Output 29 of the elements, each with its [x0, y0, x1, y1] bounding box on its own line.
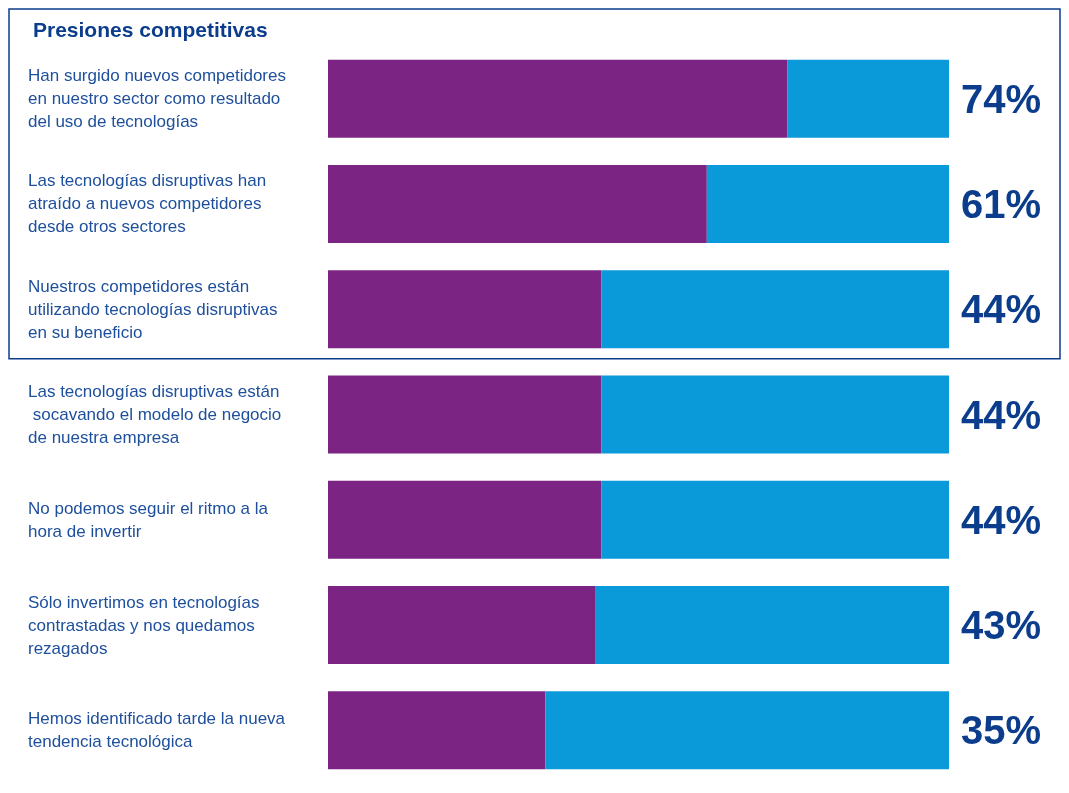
data-label: 74% [961, 76, 1042, 121]
bar [706, 164, 949, 243]
y-tick-label: Las tecnologías disruptivas han atraído a nuevos competidores desde otros sectores [28, 171, 271, 237]
bar [328, 270, 602, 349]
data-label: 44% [961, 497, 1042, 542]
y-tick-label: Hemos identificado tarde la nueva tendencia tecnológica [28, 709, 290, 752]
bar [601, 480, 949, 559]
y-tick-label: Sólo invertimos en tecnologías contrastadas y nos quedamos rezagados [28, 592, 265, 658]
bar [328, 375, 602, 454]
y-tick-label: Han surgido nuevos competidores en nuestro sector como resultado del uso de tecnologías [28, 66, 291, 132]
data-label: 61% [961, 181, 1042, 226]
bar [328, 691, 546, 770]
y-tick-label: Las tecnologías disruptivas están socavando el modelo de negocio de nuestra empresa [28, 382, 287, 447]
text: Presiones competitivas [33, 18, 268, 41]
bar [328, 586, 596, 665]
data-label: 44% [961, 392, 1042, 437]
y-tick-label: No podemos seguir el ritmo a la hora de invertir [28, 498, 273, 541]
bar [787, 59, 949, 138]
data-label: 35% [961, 708, 1042, 753]
bar [545, 691, 949, 770]
data-label: 43% [961, 603, 1042, 648]
bar [328, 164, 707, 243]
bar [595, 586, 949, 665]
bar [601, 270, 949, 349]
bar [328, 480, 602, 559]
data-label: 44% [961, 287, 1042, 332]
y-tick-label: Nuestros competidores están utilizando tecnologías disruptivas en su beneficio [28, 276, 283, 342]
bar [601, 375, 949, 454]
bar [328, 59, 788, 138]
